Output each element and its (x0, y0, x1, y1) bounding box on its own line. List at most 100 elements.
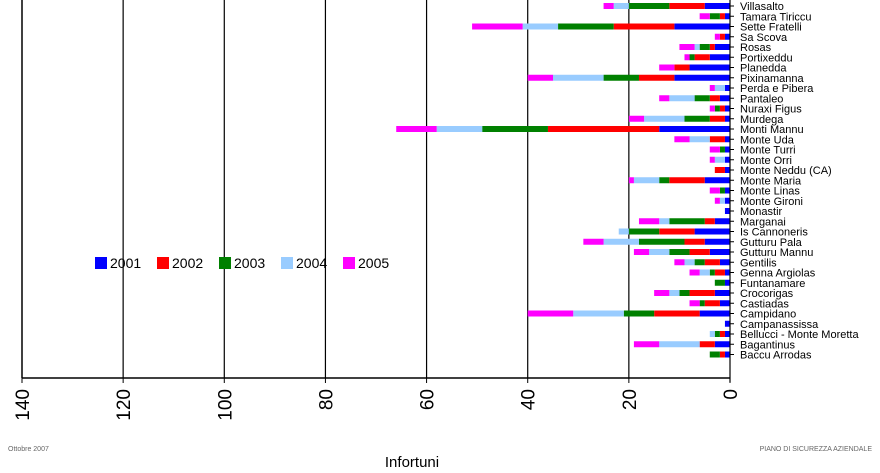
x-tick-label: 60 (418, 389, 439, 410)
footer-date: Ottobre 2007 (8, 446, 49, 453)
category-label: Perda e Pibera (740, 83, 814, 95)
axes (21, 0, 731, 382)
bar-2004 (633, 177, 660, 184)
category-label: Sette Fratelli (740, 22, 802, 34)
bar-2003 (699, 44, 710, 50)
footer-title: PIANO DI SICUREZZA AZIENDALE (759, 446, 872, 453)
bar-2004 (684, 259, 695, 266)
bar-2005 (527, 310, 574, 317)
bar-2003 (628, 228, 660, 235)
bar-2003 (719, 187, 725, 194)
legend-label-2002: 2002 (172, 255, 203, 271)
bar-2004 (659, 341, 700, 348)
bar-2004 (618, 228, 629, 235)
bar-2002 (694, 54, 710, 61)
x-tick-label: 0 (721, 389, 742, 400)
bar-2001 (704, 3, 730, 9)
bar-2001 (724, 105, 730, 112)
bar-2002 (704, 300, 720, 307)
bar-2003 (623, 310, 655, 317)
legend-swatch-2002 (157, 257, 169, 269)
bar-2005 (628, 177, 634, 184)
bar-2004 (659, 218, 670, 225)
legend-label-2004: 2004 (296, 255, 327, 271)
bar-2001 (724, 33, 730, 40)
bar-2005 (709, 105, 715, 112)
category-label: Monte Turri (740, 145, 796, 157)
bar-2002 (669, 177, 705, 184)
category-label: Monastir (740, 206, 783, 218)
bar-2001 (719, 95, 730, 102)
category-label: Monte Maria (740, 175, 802, 187)
bar-2001 (674, 74, 730, 81)
category-label: Genna Argiolas (740, 268, 816, 280)
bar-2005 (679, 44, 695, 50)
bar-2001 (714, 44, 730, 50)
bar-2001 (724, 136, 730, 143)
bar-2003 (684, 115, 710, 122)
bar-2002 (709, 44, 715, 50)
category-label: Rosas (740, 42, 772, 54)
category-label: Campidano (740, 309, 796, 321)
bar-2003 (694, 259, 705, 266)
bar-2004 (603, 238, 639, 245)
bar-2001 (714, 290, 730, 296)
bar-2002 (674, 64, 690, 71)
bar-2001 (724, 320, 730, 327)
bar-2003 (709, 351, 720, 358)
bar-2002 (719, 105, 725, 112)
bar-2003 (628, 3, 670, 9)
bar-2005 (709, 156, 715, 163)
bar-2002 (699, 341, 715, 348)
bar-2004 (553, 74, 604, 81)
bar-2003 (659, 177, 670, 184)
category-label: Gutturu Mannu (740, 247, 813, 259)
category-label: Monte Gironi (740, 196, 803, 208)
bar-2005 (396, 126, 437, 132)
bar-2005 (709, 146, 720, 153)
bar-2002 (704, 218, 715, 225)
category-label: Monte Orri (740, 155, 792, 167)
category-label: Funtanamare (740, 278, 805, 290)
bar-2004 (573, 310, 624, 317)
bar-2003 (709, 269, 715, 276)
legend-label-2001: 2001 (110, 255, 141, 271)
bar-2003 (669, 249, 690, 255)
bar-2005 (674, 136, 690, 143)
bar-2005 (603, 3, 614, 9)
bar-2005 (472, 23, 523, 30)
bar-2001 (724, 167, 730, 173)
bar-2001 (704, 177, 730, 184)
bar-2002 (547, 126, 660, 132)
bar-2001 (724, 269, 730, 276)
bar-2002 (704, 259, 720, 266)
bar-2003 (714, 331, 720, 337)
bar-2002 (638, 74, 675, 81)
bar-2002 (709, 136, 725, 143)
legend-swatch-2004 (281, 257, 293, 269)
bar-2001 (694, 228, 730, 235)
bars (396, 3, 730, 358)
legend-swatch-2003 (219, 257, 231, 269)
bar-2004 (719, 197, 725, 204)
bar-2002 (613, 23, 675, 30)
bar-2001 (724, 13, 730, 20)
bar-2002 (669, 3, 705, 9)
bar-2005 (684, 54, 690, 61)
bar-2003 (558, 23, 614, 30)
category-label: Baccu Arrodas (740, 350, 812, 362)
x-tick-label: 40 (519, 389, 540, 410)
bar-2005 (628, 115, 645, 122)
bar-2005 (527, 74, 553, 81)
category-label: Monte Uda (740, 134, 795, 146)
bar-2005 (714, 33, 720, 40)
bar-2005 (654, 290, 670, 296)
bar-2005 (709, 85, 715, 91)
category-label: Campanassissa (740, 319, 819, 331)
bar-2005 (659, 95, 670, 102)
bar-2004 (669, 95, 695, 102)
x-tick-label: 100 (215, 389, 236, 421)
bar-2002 (709, 95, 720, 102)
gridlines (122, 0, 630, 378)
bar-2001 (724, 187, 730, 194)
